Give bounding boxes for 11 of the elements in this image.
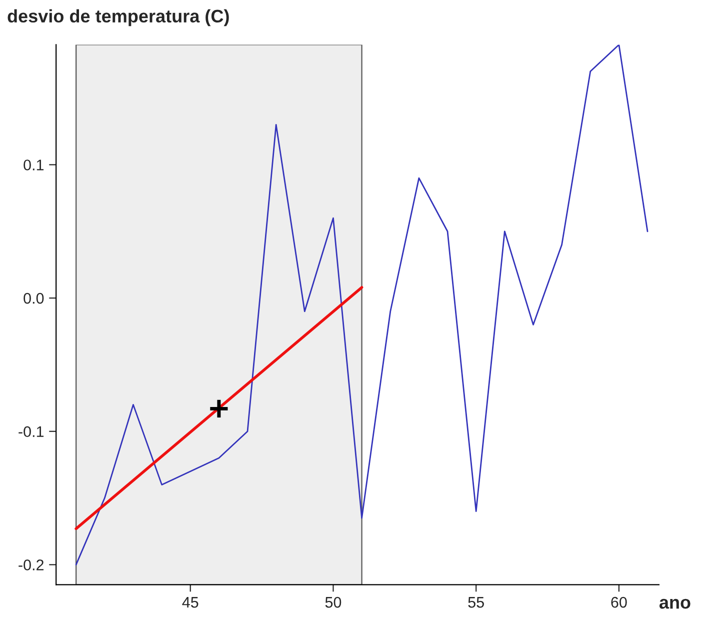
y-tick-label: -0.1 bbox=[18, 426, 44, 438]
x-tick-label: 55 bbox=[468, 597, 484, 608]
x-tick-label: 50 bbox=[325, 596, 342, 608]
y-tick-label: 0.1 bbox=[24, 160, 44, 170]
y-axis-title: desvio de temperatura (C) bbox=[8, 9, 229, 26]
y-tick-label: -0.2 bbox=[18, 560, 44, 570]
x-tick-label: 45 bbox=[182, 597, 198, 608]
x-tick-label: 60 bbox=[611, 596, 627, 608]
line-series bbox=[75, 44, 648, 566]
x-axis-title: ano bbox=[659, 598, 690, 609]
y-tick-label: 0.0 bbox=[24, 292, 44, 304]
